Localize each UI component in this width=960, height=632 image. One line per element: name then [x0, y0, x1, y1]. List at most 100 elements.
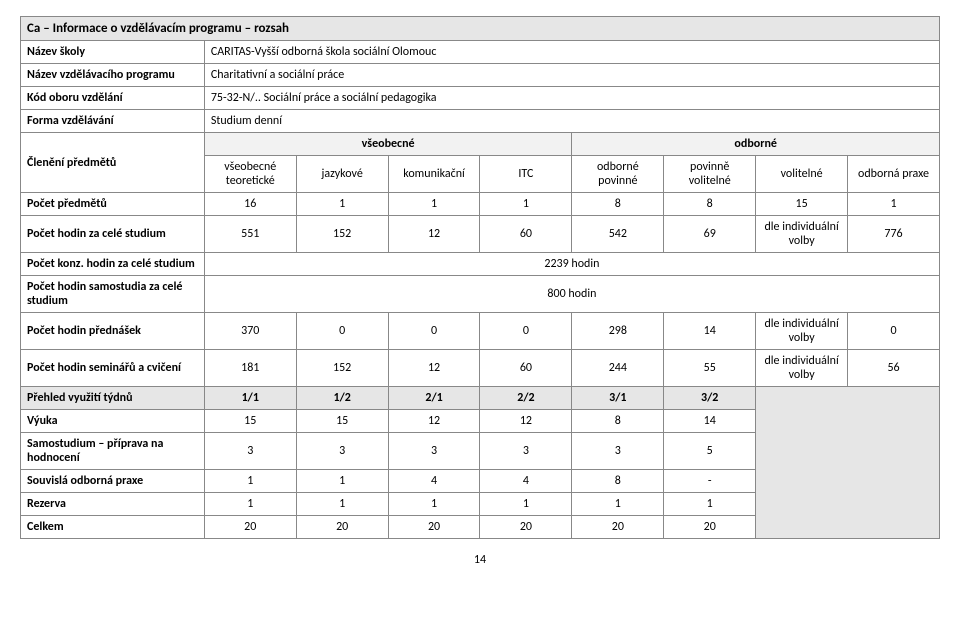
merged-value: 800 hodin: [204, 276, 939, 313]
info-value: Studium denní: [204, 110, 939, 133]
cell: 55: [664, 350, 756, 387]
cell: 14: [664, 410, 756, 433]
row-label: Počet konz. hodin za celé studium: [21, 253, 205, 276]
cell: 20: [388, 516, 480, 539]
cell: 370: [204, 313, 296, 350]
cell: 776: [848, 216, 940, 253]
cell: 14: [664, 313, 756, 350]
cell: dle individuální volby: [756, 313, 848, 350]
cell: 16: [204, 193, 296, 216]
cell: 69: [664, 216, 756, 253]
cell: 0: [388, 313, 480, 350]
cell: 1: [664, 493, 756, 516]
cell: 298: [572, 313, 664, 350]
cell: 152: [296, 216, 388, 253]
cell: 1: [204, 493, 296, 516]
cell: 3/2: [664, 387, 756, 410]
info-label: Název vzdělávacího programu: [21, 64, 205, 87]
cell: 12: [388, 350, 480, 387]
cell: 20: [664, 516, 756, 539]
cell: 1/1: [204, 387, 296, 410]
cell: 3: [388, 433, 480, 470]
cell: 8: [572, 410, 664, 433]
cell: 0: [480, 313, 572, 350]
cell: 5: [664, 433, 756, 470]
cell: 20: [480, 516, 572, 539]
col-header: povinně volitelné: [664, 156, 756, 193]
cell: 8: [572, 470, 664, 493]
cell: 3: [204, 433, 296, 470]
cell: 3: [572, 433, 664, 470]
page-number: 14: [20, 553, 940, 567]
info-label: Kód oboru vzdělání: [21, 87, 205, 110]
row-konz: Počet konz. hodin za celé studium 2239 h…: [21, 253, 940, 276]
merged-value: 2239 hodin: [204, 253, 939, 276]
row-seminars: Počet hodin seminářů a cvičení 181 152 1…: [21, 350, 940, 387]
cell: 1: [204, 470, 296, 493]
cell: 20: [572, 516, 664, 539]
info-value: Charitativní a sociální práce: [204, 64, 939, 87]
cell: 3: [296, 433, 388, 470]
cell: 1: [388, 493, 480, 516]
row-label: Počet hodin seminářů a cvičení: [21, 350, 205, 387]
cell: 3: [480, 433, 572, 470]
row-label: Přehled využití týdnů: [21, 387, 205, 410]
row-label: Samostudium – příprava na hodnocení: [21, 433, 205, 470]
cell: 2/2: [480, 387, 572, 410]
cell: 12: [388, 410, 480, 433]
info-value: CARITAS-Vyšší odborná škola sociální Olo…: [204, 41, 939, 64]
cell: 551: [204, 216, 296, 253]
cell: 0: [296, 313, 388, 350]
row-hours: Počet hodin za celé studium 551 152 12 6…: [21, 216, 940, 253]
info-label: Název školy: [21, 41, 205, 64]
col-header: jazykové: [296, 156, 388, 193]
header-general: všeobecné: [204, 133, 572, 156]
cell: 8: [664, 193, 756, 216]
cell: dle individuální volby: [756, 350, 848, 387]
row-label: Počet hodin přednášek: [21, 313, 205, 350]
info-value: 75-32-N/.. Sociální práce a sociální ped…: [204, 87, 939, 110]
page-title: Ca – Informace o vzdělávacím programu – …: [20, 16, 940, 40]
cell: 12: [480, 410, 572, 433]
info-row: Název školy CARITAS-Vyšší odborná škola …: [21, 41, 940, 64]
row-label: Výuka: [21, 410, 205, 433]
row-label: Počet hodin za celé studium: [21, 216, 205, 253]
cell: 3/1: [572, 387, 664, 410]
cell: 1: [572, 493, 664, 516]
row-label: Počet předmětů: [21, 193, 205, 216]
cell: 1: [296, 470, 388, 493]
cell: -: [664, 470, 756, 493]
col-header: všeobecné teoretické: [204, 156, 296, 193]
row-lectures: Počet hodin přednášek 370 0 0 0 298 14 d…: [21, 313, 940, 350]
row-label: Souvislá odborná praxe: [21, 470, 205, 493]
row-subjects: Počet předmětů 16 1 1 1 8 8 15 1: [21, 193, 940, 216]
cell: 1: [480, 493, 572, 516]
cell: 15: [296, 410, 388, 433]
structure-header-top: Členění předmětů všeobecné odborné: [21, 133, 940, 156]
row-label: Rezerva: [21, 493, 205, 516]
cell: 1: [388, 193, 480, 216]
cell: 4: [480, 470, 572, 493]
row-label: Počet hodin samostudia za celé studium: [21, 276, 205, 313]
cell: 1: [296, 193, 388, 216]
col-header: odborná praxe: [848, 156, 940, 193]
row-label: Celkem: [21, 516, 205, 539]
info-row: Kód oboru vzdělání 75-32-N/.. Sociální p…: [21, 87, 940, 110]
cell: 15: [756, 193, 848, 216]
cell: 181: [204, 350, 296, 387]
col-header: odborné povinné: [572, 156, 664, 193]
info-label: Forma vzdělávání: [21, 110, 205, 133]
cell: 12: [388, 216, 480, 253]
col-header: komunikační: [388, 156, 480, 193]
info-row: Název vzdělávacího programu Charitativní…: [21, 64, 940, 87]
cell: 4: [388, 470, 480, 493]
col-header: ITC: [480, 156, 572, 193]
cell: 1: [480, 193, 572, 216]
cell: 0: [848, 313, 940, 350]
col-header: volitelné: [756, 156, 848, 193]
empty-block: [756, 387, 940, 539]
cell: 1: [848, 193, 940, 216]
cell: 1/2: [296, 387, 388, 410]
cell: 542: [572, 216, 664, 253]
cell: 2/1: [388, 387, 480, 410]
